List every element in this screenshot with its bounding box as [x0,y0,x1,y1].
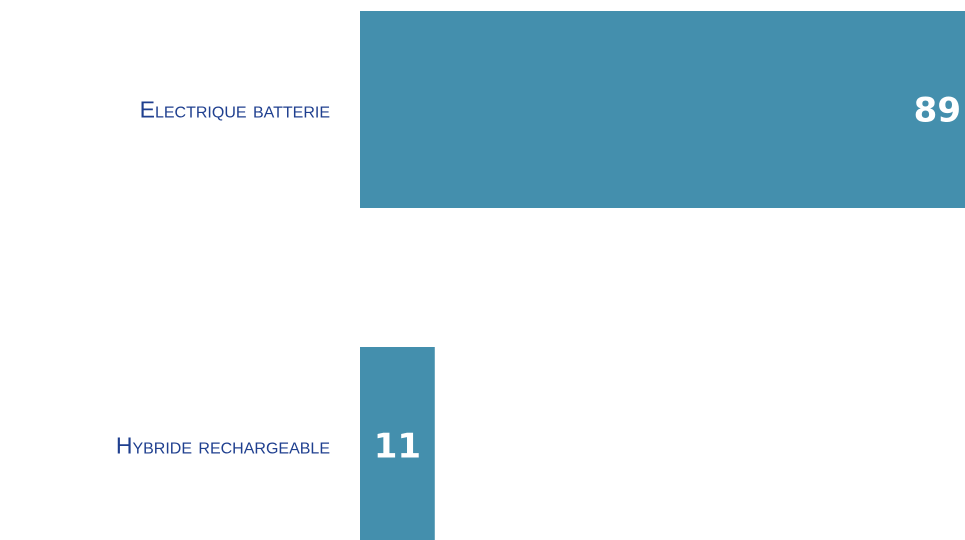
bar-hybride-rechargeable [360,347,435,540]
bars-layer [360,11,965,540]
bar-electrique-batterie [360,11,965,208]
value-label-hybride-rechargeable: 11 [374,427,421,467]
value-label-electrique-batterie: 89 [914,91,961,131]
category-label-hybride-rechargeable: Hybride rechargeable [116,433,330,459]
category-label-electrique-batterie: Electrique batterie [140,97,330,123]
labels-layer: Electrique batterie 89 Hybride rechargeabl… [116,91,961,467]
